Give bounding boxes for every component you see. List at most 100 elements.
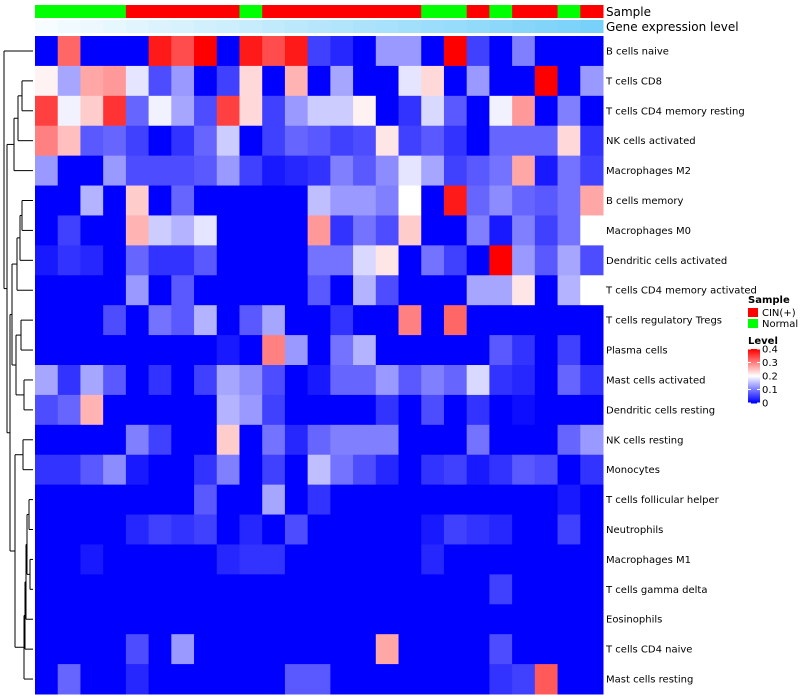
heatmap-cell [103,574,127,605]
heatmap-cell [239,394,263,426]
row-label: T cells regulatory Tregs [605,316,722,327]
heatmap-cell [353,215,377,246]
heatmap-cell [466,155,490,187]
row-label: Mast cells activated [606,375,705,386]
heatmap-cell [421,155,445,187]
heatmap-cell [466,125,490,157]
heatmap-cell [148,65,172,97]
legend-gradient-step [748,402,760,404]
heatmap-cell [171,394,195,426]
heatmap-cell [216,245,240,276]
heatmap-cell [194,275,218,306]
heatmap-cell [580,604,604,635]
legend-gradient-step [748,386,760,388]
gene-level-annotation-cell [375,20,400,33]
heatmap-cell [512,424,536,456]
heatmap-cell [216,634,240,665]
heatmap-cell [443,125,468,157]
heatmap-cell [534,544,559,575]
legend-gradient-step [748,376,760,378]
row-label: T cells CD4 memory activated [605,286,757,297]
heatmap-cell [489,185,513,216]
heatmap-cell [262,65,286,97]
heatmap-cell [148,514,172,545]
heatmap-cell [330,245,354,276]
heatmap-cell [330,574,354,605]
heatmap-cell [557,36,581,67]
heatmap-cell [443,215,468,246]
heatmap-cell [353,394,377,426]
heatmap-cell [580,394,604,426]
heatmap-cell [57,544,81,575]
heatmap-cell [80,604,104,635]
heatmap-cell [353,36,377,67]
heatmap-cell [262,275,286,306]
gene-level-annotation-cell [466,20,490,33]
heatmap-cell [443,185,468,216]
heatmap-cell [534,185,559,216]
heatmap-cell [557,125,581,157]
heatmap-cell [466,275,490,306]
heatmap-cell [125,454,150,486]
legend-gradient-step [748,398,760,400]
heatmap-cell [103,664,127,695]
heatmap-cell [103,155,127,187]
heatmap-cell [125,365,150,396]
heatmap-cell [398,514,422,545]
heatmap-cell [353,604,377,635]
heatmap-cell [353,365,377,396]
heatmap-cell [375,275,400,306]
heatmap-cell [284,424,309,456]
heatmap-cell [557,185,581,216]
heatmap-cell [398,95,422,127]
row-label: Mast cells resting [606,675,693,686]
heatmap-cell [466,95,490,127]
heatmap-cell [375,634,400,665]
heatmap-cell [125,215,150,246]
heatmap-cell [80,484,104,516]
legend-gradient-step [748,401,760,403]
heatmap-cell [466,634,490,665]
heatmap-cell [57,574,81,605]
heatmap-cell [398,454,422,486]
heatmap-cell [80,574,104,605]
heatmap-cell [262,544,286,575]
heatmap-cell [307,544,331,575]
heatmap-cell [35,305,59,336]
heatmap-cell [421,454,445,486]
heatmap-cell [330,365,354,396]
heatmap-cell [489,275,513,306]
row-label: Monocytes [606,465,660,476]
gene-level-annotation-cell [239,20,263,33]
legend-gradient-step [748,393,760,395]
heatmap-cell [307,335,331,366]
heatmap-cell [466,544,490,575]
heatmap-cell [534,514,559,545]
heatmap-cell [239,514,263,545]
heatmap-cell [57,604,81,635]
heatmap-cell [80,36,104,67]
heatmap-cell [307,424,331,456]
heatmap-cell [443,574,468,605]
heatmap-cell [421,215,445,246]
heatmap-cell [421,36,445,67]
sample-annotation-cell [57,5,81,18]
heatmap-cell [148,36,172,67]
sample-annotation-cell [103,5,127,18]
heatmap-cell [534,634,559,665]
gene-level-annotation-cell [307,20,331,33]
sample-annotation-cell [148,5,172,18]
gene-level-annotation-cell [262,20,286,33]
heatmap-cell [80,514,104,545]
heatmap-cell [557,365,581,396]
heatmap-cell [80,95,104,127]
heatmap-cell [239,245,263,276]
heatmap-cell [534,95,559,127]
legend-gradient-step [748,359,760,361]
heatmap-cell [239,335,263,366]
heatmap-cell [307,95,331,127]
heatmap-cell [216,185,240,216]
heatmap-cell [443,664,468,695]
heatmap-cell [512,544,536,575]
legend-level-tick-label: 0.2 [762,372,778,383]
